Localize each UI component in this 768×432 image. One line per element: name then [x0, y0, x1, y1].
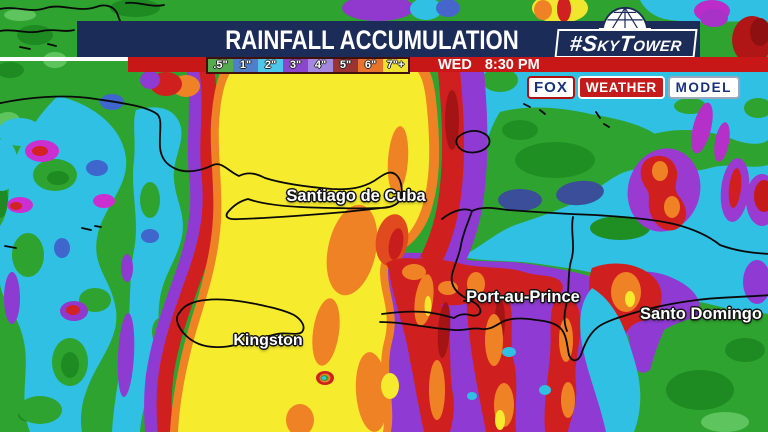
haiti-dr-border — [563, 216, 574, 332]
model-badge: MODEL — [667, 76, 740, 99]
legend-swatch-4: 4" — [308, 59, 333, 72]
city-label-santiago-de-cuba: Santiago de Cuba — [286, 187, 426, 205]
cayman-islands — [4, 225, 102, 249]
small-islands — [463, 103, 610, 302]
legend-swatch-6: 6" — [358, 59, 383, 72]
skytower-logo-text: #SkyTower — [568, 30, 684, 56]
legend-label: 3" — [289, 59, 302, 71]
legend-swatch-3: 3" — [283, 59, 308, 72]
legend-label: 7"+ — [386, 59, 405, 71]
city-label-port-au-prince: Port-au-Prince — [466, 288, 580, 306]
legend-label: 1" — [239, 59, 252, 71]
coastlines — [0, 1, 768, 362]
haiti-west-coast — [381, 210, 482, 319]
legend-label: 4" — [314, 59, 327, 71]
rainfall-legend: .5" 1" 2" 3" 4" 5" 6" 7"+ — [206, 57, 410, 74]
legend-swatch-5: 5" — [333, 59, 358, 72]
header-bar: RAINFALL ACCUMULATION #SkyTower — [77, 6, 700, 58]
cuba-north-coast — [0, 1, 165, 50]
inagua-island — [455, 130, 491, 154]
legend-label: 2" — [264, 59, 277, 71]
fox-weather-model-logo: FOX WEATHER MODEL — [527, 76, 740, 99]
cuba-coast — [0, 95, 403, 221]
jamaica-coast — [176, 298, 305, 349]
weather-badge: WEATHER — [577, 76, 665, 99]
valid-time: WED 8:30 PM — [438, 57, 540, 73]
hispaniola-south-coast — [379, 294, 768, 362]
skytower-logo: #SkyTower — [554, 29, 698, 58]
legend-label: 5" — [339, 59, 352, 71]
page-title: RAINFALL ACCUMULATION — [225, 25, 519, 55]
fox-logo-badge: FOX — [527, 76, 575, 99]
legend-swatch-7: 7"+ — [383, 59, 408, 72]
valid-time-clock: 8:30 PM — [484, 57, 540, 73]
legend-swatch-2: 2" — [258, 59, 283, 72]
legend-swatch-0: .5" — [208, 59, 233, 72]
skytower-dome-icon — [599, 6, 651, 31]
header-divider-line — [0, 57, 128, 61]
valid-time-day: WED — [438, 57, 472, 73]
city-label-kingston: Kingston — [233, 332, 303, 349]
legend-label: .5" — [213, 59, 228, 71]
header-subbar: .5" 1" 2" 3" 4" 5" 6" 7"+ WED 8:30 PM — [128, 57, 768, 74]
legend-label: 6" — [364, 59, 377, 71]
legend-swatch-1: 1" — [233, 59, 258, 72]
city-label-santo-domingo: Santo Domingo — [640, 305, 762, 323]
